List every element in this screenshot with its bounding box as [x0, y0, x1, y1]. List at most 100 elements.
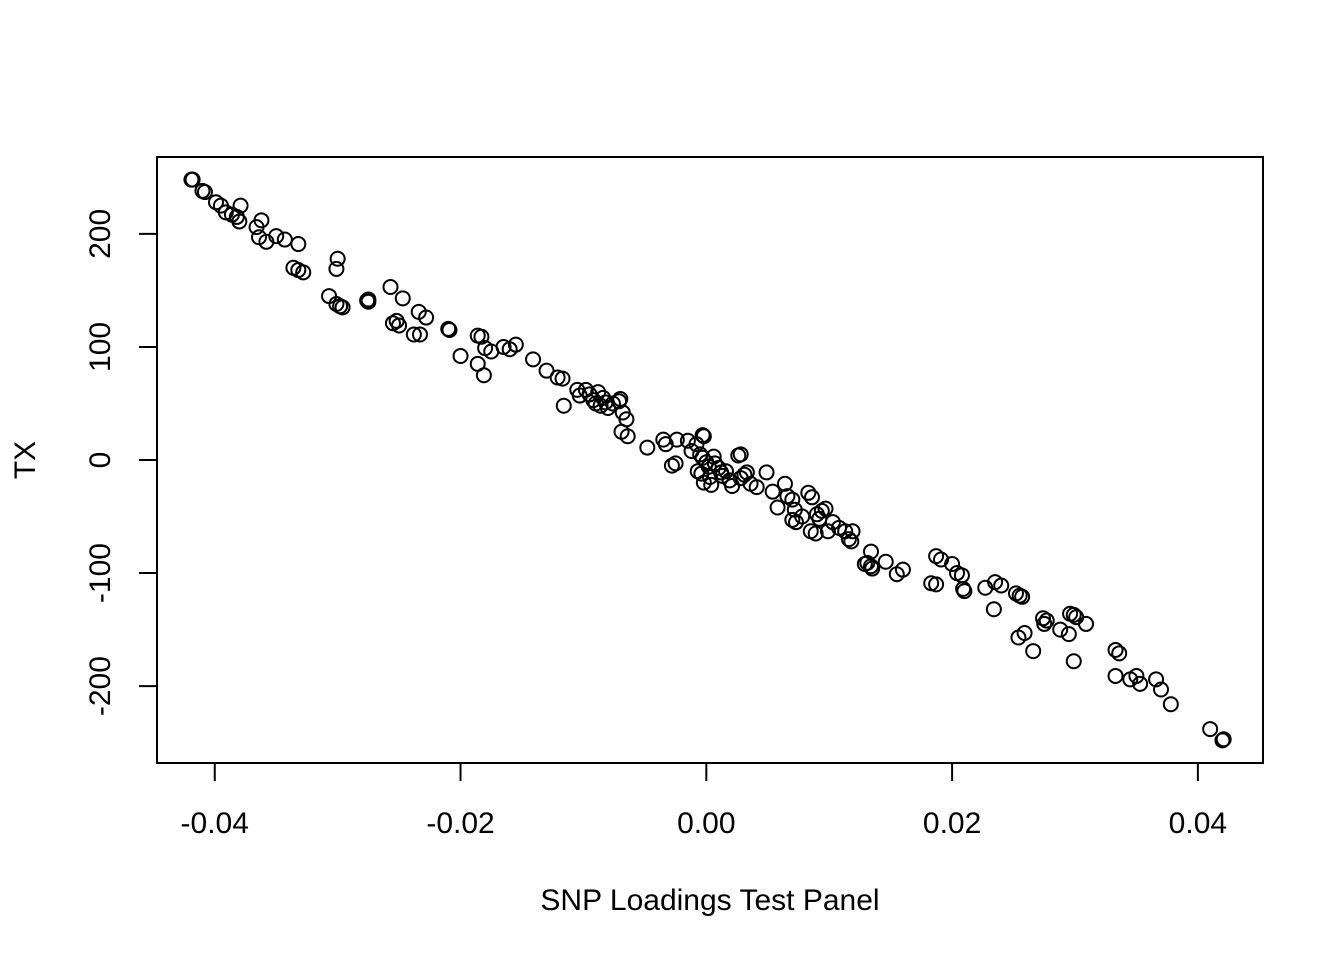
- data-point: [817, 500, 834, 517]
- data-point: [334, 299, 351, 316]
- data-point: [1065, 653, 1082, 670]
- y-tick-label: -100: [84, 543, 117, 603]
- data-point: [1214, 732, 1231, 749]
- data-point: [253, 212, 270, 229]
- data-point: [231, 213, 248, 230]
- data-point: [440, 320, 457, 337]
- x-tick-label: -0.04: [181, 807, 249, 840]
- x-tick-label: -0.02: [426, 807, 494, 840]
- data-point: [695, 428, 712, 445]
- data-point: [639, 439, 656, 456]
- data-point: [1052, 621, 1069, 638]
- data-point: [473, 328, 490, 345]
- data-point: [360, 293, 377, 310]
- data-point: [1107, 667, 1124, 684]
- data-point: [877, 553, 894, 570]
- data-point: [1215, 731, 1232, 748]
- data-point: [663, 457, 680, 474]
- data-point: [276, 231, 293, 248]
- data-point: [840, 531, 857, 548]
- data-point: [794, 508, 811, 525]
- data-point: [1148, 671, 1165, 688]
- data-point: [694, 427, 711, 444]
- data-point: [1107, 641, 1124, 658]
- data-point: [668, 431, 685, 448]
- data-point: [525, 351, 542, 368]
- data-point: [184, 171, 201, 188]
- data-point: [956, 583, 973, 600]
- data-point: [507, 336, 524, 353]
- data-point: [452, 347, 469, 364]
- data-point: [1060, 626, 1077, 643]
- data-point: [776, 475, 793, 492]
- data-point: [819, 523, 836, 540]
- data-point: [1132, 675, 1149, 692]
- data-point: [382, 279, 399, 296]
- data-point: [232, 197, 249, 214]
- data-point: [769, 499, 786, 516]
- data-point: [359, 292, 376, 309]
- x-tick-label: 0.00: [677, 807, 735, 840]
- data-point: [693, 465, 710, 482]
- y-tick-label: 200: [84, 209, 117, 259]
- data-point: [748, 479, 765, 496]
- x-axis: -0.04 -0.02 0.00 0.02 0.04: [181, 762, 1227, 840]
- data-point: [1035, 610, 1052, 627]
- data-point: [196, 184, 213, 201]
- data-point: [1014, 588, 1031, 605]
- data-point: [394, 290, 411, 307]
- data-point: [391, 317, 408, 334]
- y-axis-label: TX: [9, 441, 42, 479]
- data-point: [928, 576, 945, 593]
- data-point: [1065, 606, 1082, 623]
- data-point: [1038, 612, 1055, 629]
- y-tick-label: 100: [84, 322, 117, 372]
- data-point: [993, 577, 1010, 594]
- data-point: [441, 321, 458, 338]
- data-point: [1128, 667, 1145, 684]
- data-point: [1016, 624, 1033, 641]
- data-point: [290, 236, 307, 253]
- data-point: [732, 446, 749, 463]
- data-point: [475, 367, 492, 384]
- data-point: [807, 525, 824, 542]
- data-point: [1202, 721, 1219, 738]
- data-point: [803, 489, 820, 506]
- data-point: [703, 476, 720, 493]
- y-axis: -200 -100 0 100 200: [84, 209, 158, 716]
- y-tick-label: -200: [84, 656, 117, 716]
- x-tick-label: 0.02: [923, 807, 981, 840]
- data-point: [953, 567, 970, 584]
- data-point: [329, 250, 346, 267]
- data-point: [1111, 645, 1128, 662]
- data-point: [764, 483, 781, 500]
- data-point: [717, 463, 734, 480]
- data-point: [738, 464, 755, 481]
- data-point: [554, 370, 571, 387]
- data-point: [1078, 615, 1095, 632]
- data-point: [784, 511, 801, 528]
- data-point: [928, 548, 945, 565]
- data-point: [894, 561, 911, 578]
- data-point: [295, 264, 312, 281]
- data-point: [843, 533, 860, 550]
- data-point: [784, 491, 801, 508]
- data-point: [405, 326, 422, 343]
- data-point: [864, 560, 881, 577]
- data-point: [813, 502, 830, 519]
- x-tick-label: 0.04: [1169, 807, 1227, 840]
- data-point: [268, 228, 285, 245]
- data-point: [1036, 615, 1053, 632]
- data-point: [1162, 696, 1179, 713]
- data-point: [555, 397, 572, 414]
- data-point: [411, 326, 428, 343]
- data-point: [724, 478, 741, 495]
- data-point: [667, 455, 684, 472]
- y-tick-label: 0: [84, 452, 117, 469]
- data-points: [183, 171, 1232, 749]
- data-point: [695, 474, 712, 491]
- x-axis-label: SNP Loadings Test Panel: [540, 884, 879, 917]
- data-point: [418, 309, 435, 326]
- data-point: [758, 464, 775, 481]
